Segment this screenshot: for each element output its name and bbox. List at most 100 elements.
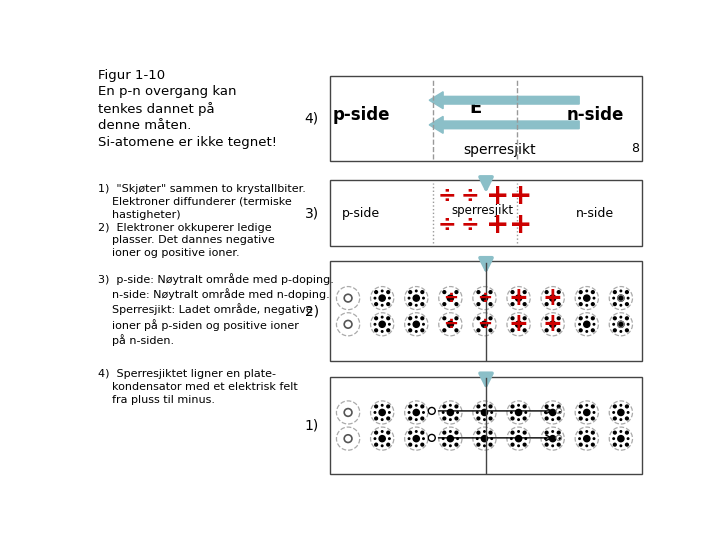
Circle shape (580, 303, 582, 306)
Circle shape (523, 417, 526, 420)
Circle shape (421, 405, 423, 408)
Text: 4)  Sperresjiktet ligner en plate-
    kondensator med et elektrisk felt
    fra: 4) Sperresjiktet ligner en plate- konden… (98, 369, 297, 404)
Circle shape (489, 405, 492, 408)
Circle shape (516, 436, 522, 442)
Circle shape (552, 431, 554, 432)
Circle shape (559, 411, 561, 413)
Circle shape (415, 330, 417, 332)
Circle shape (591, 329, 594, 332)
Circle shape (580, 317, 582, 320)
Circle shape (545, 438, 546, 440)
Text: sperresjikt: sperresjikt (464, 143, 536, 157)
Circle shape (489, 291, 492, 293)
Circle shape (477, 303, 480, 306)
Circle shape (374, 329, 377, 332)
Circle shape (387, 329, 390, 332)
Circle shape (484, 419, 485, 420)
FancyBboxPatch shape (330, 261, 642, 361)
Circle shape (374, 323, 376, 325)
Circle shape (447, 436, 454, 442)
Circle shape (545, 443, 548, 446)
Circle shape (491, 438, 492, 440)
Circle shape (491, 411, 492, 413)
Circle shape (449, 419, 451, 420)
Circle shape (586, 419, 588, 420)
Circle shape (586, 445, 588, 447)
Circle shape (374, 291, 377, 293)
Circle shape (516, 409, 522, 416)
FancyArrow shape (429, 92, 579, 109)
Text: 2): 2) (305, 304, 319, 318)
Circle shape (620, 330, 621, 332)
Circle shape (626, 317, 629, 320)
Circle shape (613, 291, 616, 293)
Circle shape (510, 438, 512, 440)
Circle shape (627, 438, 629, 440)
Text: +: + (486, 211, 509, 239)
Circle shape (379, 321, 385, 327)
Circle shape (387, 303, 390, 306)
Circle shape (613, 323, 614, 325)
Text: +: + (509, 211, 532, 239)
Circle shape (477, 317, 480, 320)
Circle shape (545, 411, 546, 413)
Circle shape (443, 431, 446, 434)
Circle shape (421, 431, 423, 434)
Circle shape (415, 431, 417, 432)
Circle shape (387, 405, 390, 408)
Circle shape (382, 431, 383, 432)
Circle shape (580, 417, 582, 420)
Circle shape (545, 303, 548, 306)
Circle shape (549, 436, 556, 442)
Text: ÷: ÷ (443, 315, 458, 333)
Circle shape (374, 405, 377, 408)
Text: p-side: p-side (333, 106, 390, 124)
Circle shape (580, 443, 582, 446)
Circle shape (489, 417, 492, 420)
Circle shape (516, 321, 522, 327)
Circle shape (442, 438, 444, 440)
Circle shape (545, 329, 548, 332)
Circle shape (374, 303, 377, 306)
Circle shape (552, 404, 554, 406)
Circle shape (586, 290, 588, 292)
Circle shape (626, 291, 629, 293)
Circle shape (620, 316, 621, 318)
Circle shape (580, 329, 582, 332)
Circle shape (627, 323, 629, 325)
Circle shape (409, 443, 412, 446)
Circle shape (591, 417, 594, 420)
Circle shape (455, 431, 458, 434)
Circle shape (443, 329, 446, 332)
Circle shape (613, 431, 616, 434)
Circle shape (489, 303, 492, 306)
Circle shape (523, 291, 526, 293)
Text: 3)  p-side: Nøytralt område med p-doping.
    n-side: Nøytralt område med n-dopi: 3) p-side: Nøytralt område med p-doping.… (98, 273, 333, 346)
Circle shape (477, 411, 478, 413)
Circle shape (423, 298, 424, 299)
Circle shape (482, 409, 487, 416)
Circle shape (510, 411, 512, 413)
Circle shape (484, 431, 485, 432)
Circle shape (449, 431, 451, 432)
Circle shape (591, 405, 594, 408)
Circle shape (557, 303, 560, 306)
Circle shape (387, 317, 390, 320)
Circle shape (613, 298, 614, 299)
Circle shape (409, 417, 412, 420)
Circle shape (613, 417, 616, 420)
Text: n-side: n-side (576, 206, 614, 220)
Circle shape (613, 303, 616, 306)
Text: +: + (509, 286, 528, 310)
Text: ÷: ÷ (477, 289, 492, 307)
Circle shape (382, 419, 383, 420)
Circle shape (415, 290, 417, 292)
Text: E: E (469, 99, 481, 117)
Circle shape (586, 404, 588, 406)
Circle shape (455, 317, 458, 320)
Circle shape (586, 316, 588, 318)
Circle shape (511, 291, 514, 293)
Circle shape (374, 443, 377, 446)
Text: 1)  "Skjøter" sammen to krystallbiter.
    Elektroner diffunderer (termiske
    : 1) "Skjøter" sammen to krystallbiter. El… (98, 184, 305, 258)
Circle shape (482, 436, 487, 442)
